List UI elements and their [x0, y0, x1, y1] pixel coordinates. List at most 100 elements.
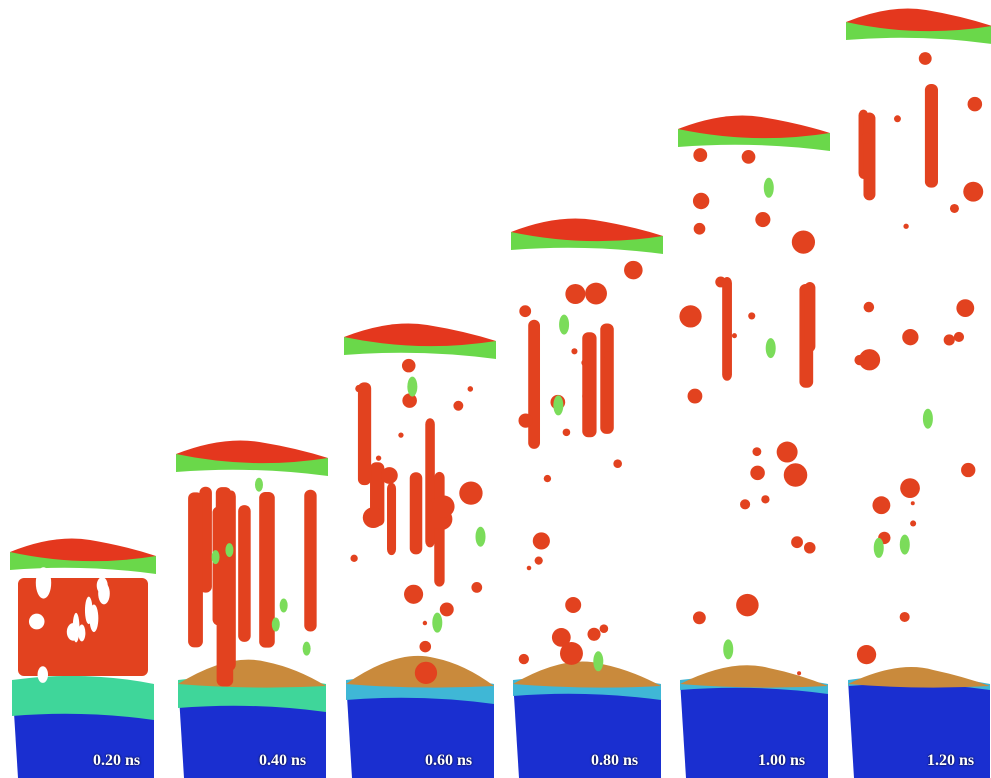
ejecta-filament-1-6	[238, 505, 251, 642]
ejecta-droplet-4-15	[741, 150, 756, 164]
ejecta-droplet-5-13	[903, 223, 909, 229]
ejecta-droplet-5-9	[858, 349, 881, 371]
ejecta-droplet-2-20	[439, 602, 454, 617]
ejecta-filament-2-1	[425, 418, 435, 548]
ejecta-droplet-3-9	[581, 359, 589, 367]
ejecta-droplet-5-19	[963, 181, 984, 202]
substrate-block-2	[346, 680, 494, 778]
ejecta-droplet-2-21	[414, 661, 438, 684]
ejecta-droplet-4-5	[736, 593, 759, 617]
ejecta-droplet-2-10	[471, 582, 483, 593]
substrate-block-3	[513, 680, 661, 778]
ejecta-filament-2-2	[409, 472, 423, 555]
ejecta-droplet-4-14	[693, 148, 708, 162]
ejecta-filament-1-2	[259, 492, 275, 648]
ejecta-droplet-4-17	[740, 499, 751, 510]
ejecta-droplet-2-1	[422, 620, 428, 626]
ejecta-droplet-3-19	[559, 641, 583, 665]
ejecta-droplet-3-14	[519, 305, 532, 318]
ejecta-droplet-4-3	[693, 222, 706, 235]
ejecta-droplet-3-5	[551, 628, 571, 647]
ejecta-droplet-2-11	[380, 467, 398, 484]
melt-mound-5	[848, 667, 990, 688]
ejecta-solid-3-2	[559, 314, 570, 335]
ejecta-filament-3-0	[600, 323, 614, 434]
ejecta-solid-1-0	[302, 641, 311, 656]
time-label-5: 1.20 ns	[927, 752, 975, 769]
time-label-1: 0.40 ns	[259, 752, 307, 769]
ejecta-filament-3-2	[528, 319, 541, 449]
time-label-3: 0.80 ns	[591, 752, 639, 769]
ejecta-droplet-5-21	[956, 299, 975, 318]
ejecta-droplet-4-21	[679, 305, 702, 328]
ejecta-droplet-5-8	[902, 329, 919, 346]
ejecta-void-0-4	[98, 582, 110, 605]
ejecta-droplet-3-1	[543, 474, 552, 483]
ejecta-droplet-4-12	[752, 447, 762, 457]
ejecta-void-0-7	[66, 623, 80, 641]
ejecta-droplet-3-11	[526, 565, 532, 571]
ejecta-solid-4-1	[765, 338, 776, 359]
ejecta-filament-2-4	[357, 382, 372, 486]
ejecta-droplet-2-18	[432, 495, 455, 518]
ejecta-void-0-9	[84, 596, 93, 625]
melt-mound-4	[680, 665, 828, 688]
ejecta-droplet-2-9	[404, 584, 424, 604]
time-label-0: 0.20 ns	[93, 752, 141, 769]
ejecta-droplet-2-5	[453, 400, 464, 411]
ejecta-droplet-5-5	[961, 462, 976, 478]
ejecta-void-0-8	[37, 666, 49, 683]
ejecta-droplet-3-13	[571, 348, 578, 355]
ejecta-droplet-5-17	[900, 478, 920, 498]
ejecta-droplet-4-10	[687, 388, 703, 404]
spall-slab-top-1	[176, 440, 328, 464]
ejecta-filament-5-0	[924, 84, 938, 188]
ejecta-solid-1-1	[279, 598, 288, 613]
ejecta-droplet-5-0	[967, 96, 983, 112]
ejecta-droplet-4-9	[783, 463, 808, 487]
ejecta-droplet-4-7	[715, 276, 727, 288]
ejecta-solid-1-4	[211, 550, 220, 565]
ejecta-solid-3-0	[593, 651, 604, 672]
ejecta-droplet-3-7	[562, 428, 571, 437]
ejecta-filament-3-1	[582, 332, 597, 438]
ejecta-droplet-2-4	[398, 432, 404, 438]
ejecta-solid-1-3	[225, 543, 234, 558]
ejecta-droplet-4-2	[750, 465, 765, 481]
ejecta-droplet-3-3	[518, 413, 533, 428]
ejecta-filament-4-2	[804, 281, 816, 353]
ejecta-droplet-3-6	[565, 597, 582, 614]
ejecta-droplet-4-0	[755, 211, 771, 228]
ejecta-droplet-3-21	[534, 556, 543, 565]
time-label-4: 1.00 ns	[758, 752, 806, 769]
ejecta-void-0-0	[78, 624, 86, 642]
ejecta-solid-2-2	[475, 526, 486, 547]
ejecta-solid-5-0	[899, 534, 910, 555]
ejecta-droplet-4-16	[692, 192, 710, 210]
ejecta-droplet-5-14	[910, 501, 915, 506]
ejecta-solid-5-2	[922, 408, 933, 429]
ejecta-droplet-3-18	[599, 624, 609, 634]
ejecta-droplet-4-20	[776, 441, 798, 463]
ejecta-filament-5-2	[863, 112, 876, 201]
spall-slab-top-2	[344, 323, 496, 347]
ejecta-droplet-2-19	[459, 481, 483, 505]
ejecta-solid-1-5	[271, 617, 280, 632]
ejecta-droplet-2-6	[350, 554, 358, 562]
ejecta-droplet-5-18	[856, 644, 877, 665]
ejecta-void-0-6	[28, 613, 45, 630]
ejecta-droplet-2-12	[467, 386, 474, 392]
ejecta-droplet-4-13	[761, 495, 770, 504]
ejecta-droplet-5-20	[899, 611, 910, 622]
ejecta-droplet-5-12	[910, 520, 917, 527]
ejecta-droplet-5-11	[872, 496, 891, 515]
ejecta-droplet-3-0	[532, 532, 550, 550]
ejecta-solid-4-0	[763, 177, 774, 198]
ejecta-droplet-4-4	[803, 541, 816, 554]
ejecta-solid-3-1	[553, 395, 564, 416]
ejecta-droplet-2-15	[419, 640, 432, 653]
spall-slab-top-5	[846, 8, 991, 32]
ejecta-droplet-2-16	[402, 393, 417, 408]
ejecta-droplet-5-3	[863, 301, 875, 313]
